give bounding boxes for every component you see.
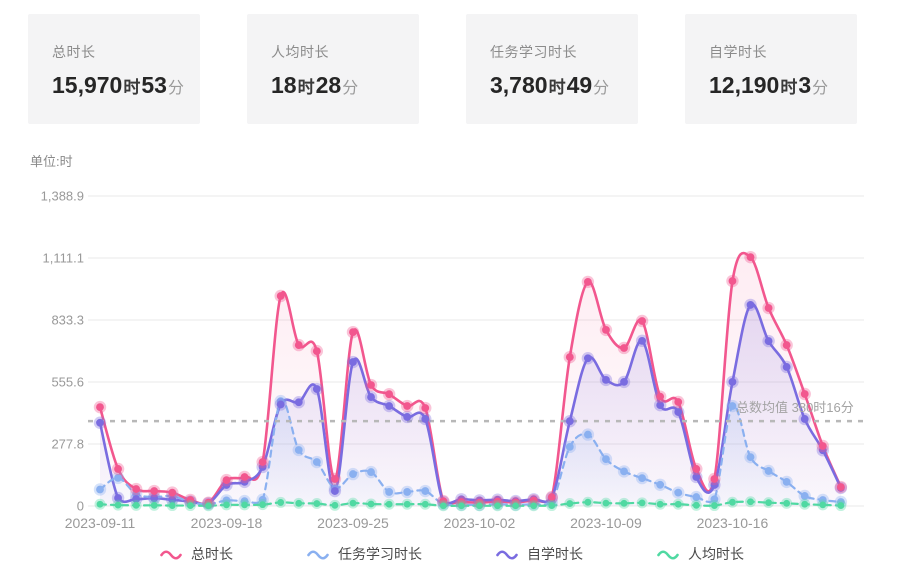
y-axis-unit-label: 单位:时: [30, 154, 73, 169]
svg-text:0: 0: [77, 499, 84, 514]
stat-card-self-study-duration: 自学时长 12,190时3分: [685, 14, 857, 124]
stat-card-value: 15,970时53分: [52, 72, 184, 98]
svg-text:277.8: 277.8: [51, 437, 84, 452]
svg-text:555.6: 555.6: [51, 375, 84, 390]
stat-cards-row: 总时长 15,970时53分 人均时长 18时28分 任务学习时长 3,780时…: [28, 14, 858, 124]
line-chart-canvas: 1,388.9 1,111.1 833.3 555.6 277.8 0 总数均值 380时1…: [41, 189, 864, 531]
svg-text:2023-10-02: 2023-10-02: [444, 515, 516, 530]
svg-text:2023-09-25: 2023-09-25: [317, 515, 389, 530]
legend-label: 总时长: [191, 546, 233, 562]
legend-label: 人均时长: [688, 546, 744, 562]
svg-text:1,388.9: 1,388.9: [41, 189, 84, 204]
stat-card-task-learning-duration: 任务学习时长 3,780时49分: [466, 14, 638, 124]
wave-line-icon: [307, 550, 329, 560]
stat-card-label: 自学时长: [709, 44, 767, 60]
stat-card-total-duration: 总时长 15,970时53分: [28, 14, 200, 124]
svg-text:833.3: 833.3: [51, 313, 84, 328]
legend-item-total-duration[interactable]: 总时长: [160, 544, 233, 564]
svg-text:总数均值 380时16分: 总数均值 380时16分: [736, 400, 854, 415]
legend-item-per-capita-duration[interactable]: 人均时长: [657, 544, 744, 564]
svg-text:1,111.1: 1,111.1: [43, 251, 84, 266]
stat-card-value: 18时28分: [271, 72, 359, 98]
stat-card-per-capita-duration: 人均时长 18时28分: [247, 14, 419, 124]
legend-label: 自学时长: [527, 546, 583, 562]
wave-line-icon: [496, 550, 518, 560]
wave-line-icon: [160, 550, 182, 560]
svg-text:2023-10-16: 2023-10-16: [697, 515, 769, 530]
stat-card-label: 任务学习时长: [490, 44, 577, 60]
stat-card-label: 人均时长: [271, 44, 329, 60]
duration-trend-chart: 1,388.9 1,111.1 833.3 555.6 277.8 0 总数均值 380时1…: [0, 170, 904, 531]
svg-text:2023-10-09: 2023-10-09: [570, 515, 642, 530]
svg-text:2023-09-11: 2023-09-11: [65, 515, 136, 530]
stat-card-label: 总时长: [52, 44, 96, 60]
svg-text:2023-09-18: 2023-09-18: [191, 515, 263, 530]
legend-label: 任务学习时长: [338, 546, 422, 562]
legend-item-self-study-duration[interactable]: 自学时长: [496, 544, 583, 564]
chart-legend: 总时长 任务学习时长 自学时长 人均时长: [0, 544, 904, 564]
legend-item-task-learning-duration[interactable]: 任务学习时长: [307, 544, 422, 564]
stat-card-value: 12,190时3分: [709, 72, 829, 98]
wave-line-icon: [657, 550, 679, 560]
stat-card-value: 3,780时49分: [490, 72, 610, 98]
